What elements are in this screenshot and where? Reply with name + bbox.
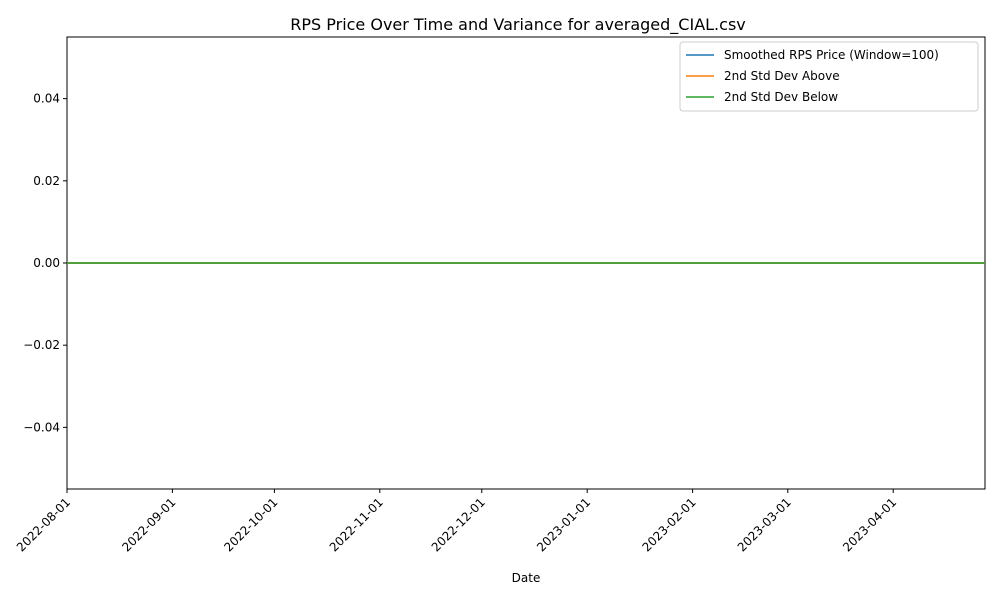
legend-box [679,41,979,112]
chart-title: RPS Price Over Time and Variance for ave… [290,15,746,35]
y-tick-label: −0.04 [23,420,60,434]
legend-label: 2nd Std Dev Below [724,90,838,104]
legend: Smoothed RPS Price (Window=100) 2nd Std D… [679,41,979,112]
y-tick-label: 0.00 [33,256,60,270]
y-axis: 0.04 0.02 0.00 −0.02 −0.04 [23,92,67,434]
y-tick-label: −0.02 [23,338,60,352]
legend-label: 2nd Std Dev Above [724,69,840,83]
x-axis-label: Date [512,571,541,585]
legend-label: Smoothed RPS Price (Window=100) [724,48,939,62]
y-tick-label: 0.02 [33,174,60,188]
y-tick-label: 0.04 [33,92,60,106]
